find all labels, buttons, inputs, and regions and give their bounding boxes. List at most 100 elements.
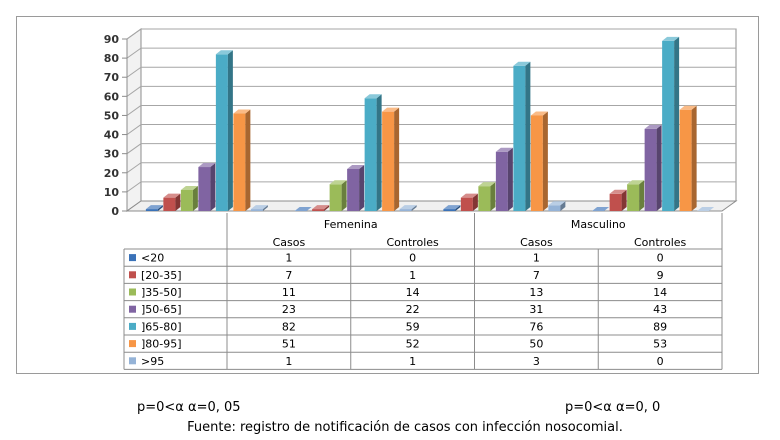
gridline-side	[126, 105, 142, 116]
bar-top	[592, 207, 610, 211]
bar-side	[490, 182, 496, 211]
bar-top	[609, 189, 627, 194]
group-label: Masculino	[571, 218, 626, 231]
legend-label: ]80-95]	[141, 338, 182, 351]
gridline-side	[126, 124, 142, 135]
gridline-side	[126, 66, 142, 78]
bar	[180, 189, 193, 211]
bar-side	[542, 111, 548, 211]
legend-label: ]35-50]	[141, 286, 182, 299]
bar-top	[163, 193, 181, 198]
table-value: 7	[285, 269, 292, 282]
bar	[662, 40, 675, 212]
bar-top	[644, 124, 662, 129]
gridline-side	[126, 143, 142, 155]
y-tick-label: 70	[104, 71, 120, 84]
table-value: 11	[282, 286, 296, 299]
bar-top	[548, 201, 566, 206]
bar	[548, 205, 561, 211]
y-tick-label: 0	[111, 205, 119, 218]
bar	[312, 209, 325, 211]
bar-top	[250, 205, 268, 210]
bar	[347, 168, 360, 211]
table-value: 7	[533, 269, 540, 282]
table-value: 82	[282, 320, 296, 333]
table-value: 31	[529, 303, 543, 316]
table-value: 52	[406, 338, 420, 351]
table-value: 1	[285, 355, 292, 368]
bar-side	[210, 163, 216, 211]
bar-top	[697, 207, 715, 211]
bar	[233, 113, 246, 211]
bar-side	[411, 205, 417, 211]
bar-top	[312, 205, 330, 210]
bar	[329, 184, 342, 211]
legend-key	[129, 340, 136, 348]
bar-side	[691, 105, 697, 211]
table-value: 1	[409, 269, 416, 282]
bar-top	[382, 107, 400, 112]
bar-side	[455, 205, 461, 211]
legend-label: <20	[141, 252, 164, 265]
table-value: 1	[285, 252, 292, 265]
bar	[163, 197, 176, 211]
category-label: Controles	[386, 236, 439, 249]
bar-top	[329, 180, 347, 185]
table-value: 53	[653, 338, 667, 351]
bar-side	[394, 107, 400, 211]
bar-top	[662, 36, 680, 41]
legend-key	[129, 357, 136, 365]
bar	[399, 209, 412, 211]
y-tick-label: 30	[104, 148, 120, 161]
table-value: 89	[653, 320, 667, 333]
bar-top	[399, 205, 417, 210]
gridline-side	[126, 28, 142, 40]
legend-key	[129, 322, 136, 330]
bar	[495, 151, 508, 211]
bar-side	[674, 36, 680, 212]
chart-frame: 0 10 20 30 40 50 60 70 80 90 Femenina Masculino Caso…	[16, 16, 759, 374]
table-value: 22	[406, 303, 420, 316]
table-value: 0	[409, 252, 416, 265]
table-value: 13	[529, 286, 543, 299]
bar	[382, 111, 395, 211]
y-tick-label: 80	[104, 52, 120, 65]
bar	[443, 209, 456, 211]
footnote-left: p=0<α α=0, 05	[137, 400, 241, 415]
category-label: Controles	[634, 236, 687, 249]
gridline-side	[126, 47, 142, 59]
bar	[460, 197, 473, 211]
bar-top	[347, 164, 365, 169]
bar-top	[478, 182, 496, 187]
table-value: 43	[653, 303, 667, 316]
y-tick-label: 40	[104, 129, 120, 142]
bar	[609, 193, 622, 211]
bar-top	[627, 180, 645, 185]
bar-top	[679, 105, 697, 110]
legend-label: ]50-65]	[141, 303, 182, 316]
category-label: Casos	[520, 236, 553, 249]
bar-top	[364, 94, 382, 99]
legend-label: >95	[141, 355, 164, 368]
legend-label: ]65-80]	[141, 320, 182, 333]
table-value: 51	[282, 338, 296, 351]
bar	[215, 54, 228, 212]
gridline-side	[126, 162, 142, 174]
bar-side	[639, 180, 645, 211]
table-value: 1	[409, 355, 416, 368]
bar	[198, 167, 211, 211]
table-value: 3	[533, 355, 540, 368]
bar-side	[621, 189, 627, 211]
bar-side	[472, 193, 478, 211]
y-tick-label: 10	[104, 186, 120, 199]
table-value: 50	[529, 338, 543, 351]
legend-key	[129, 271, 136, 279]
bar-side	[341, 180, 347, 211]
bar-top	[513, 61, 531, 66]
group-label: Femenina	[324, 218, 378, 231]
category-label: Casos	[273, 236, 306, 249]
legend-key	[129, 305, 136, 313]
bar	[644, 128, 657, 211]
bar	[478, 186, 491, 211]
bar	[679, 109, 692, 211]
